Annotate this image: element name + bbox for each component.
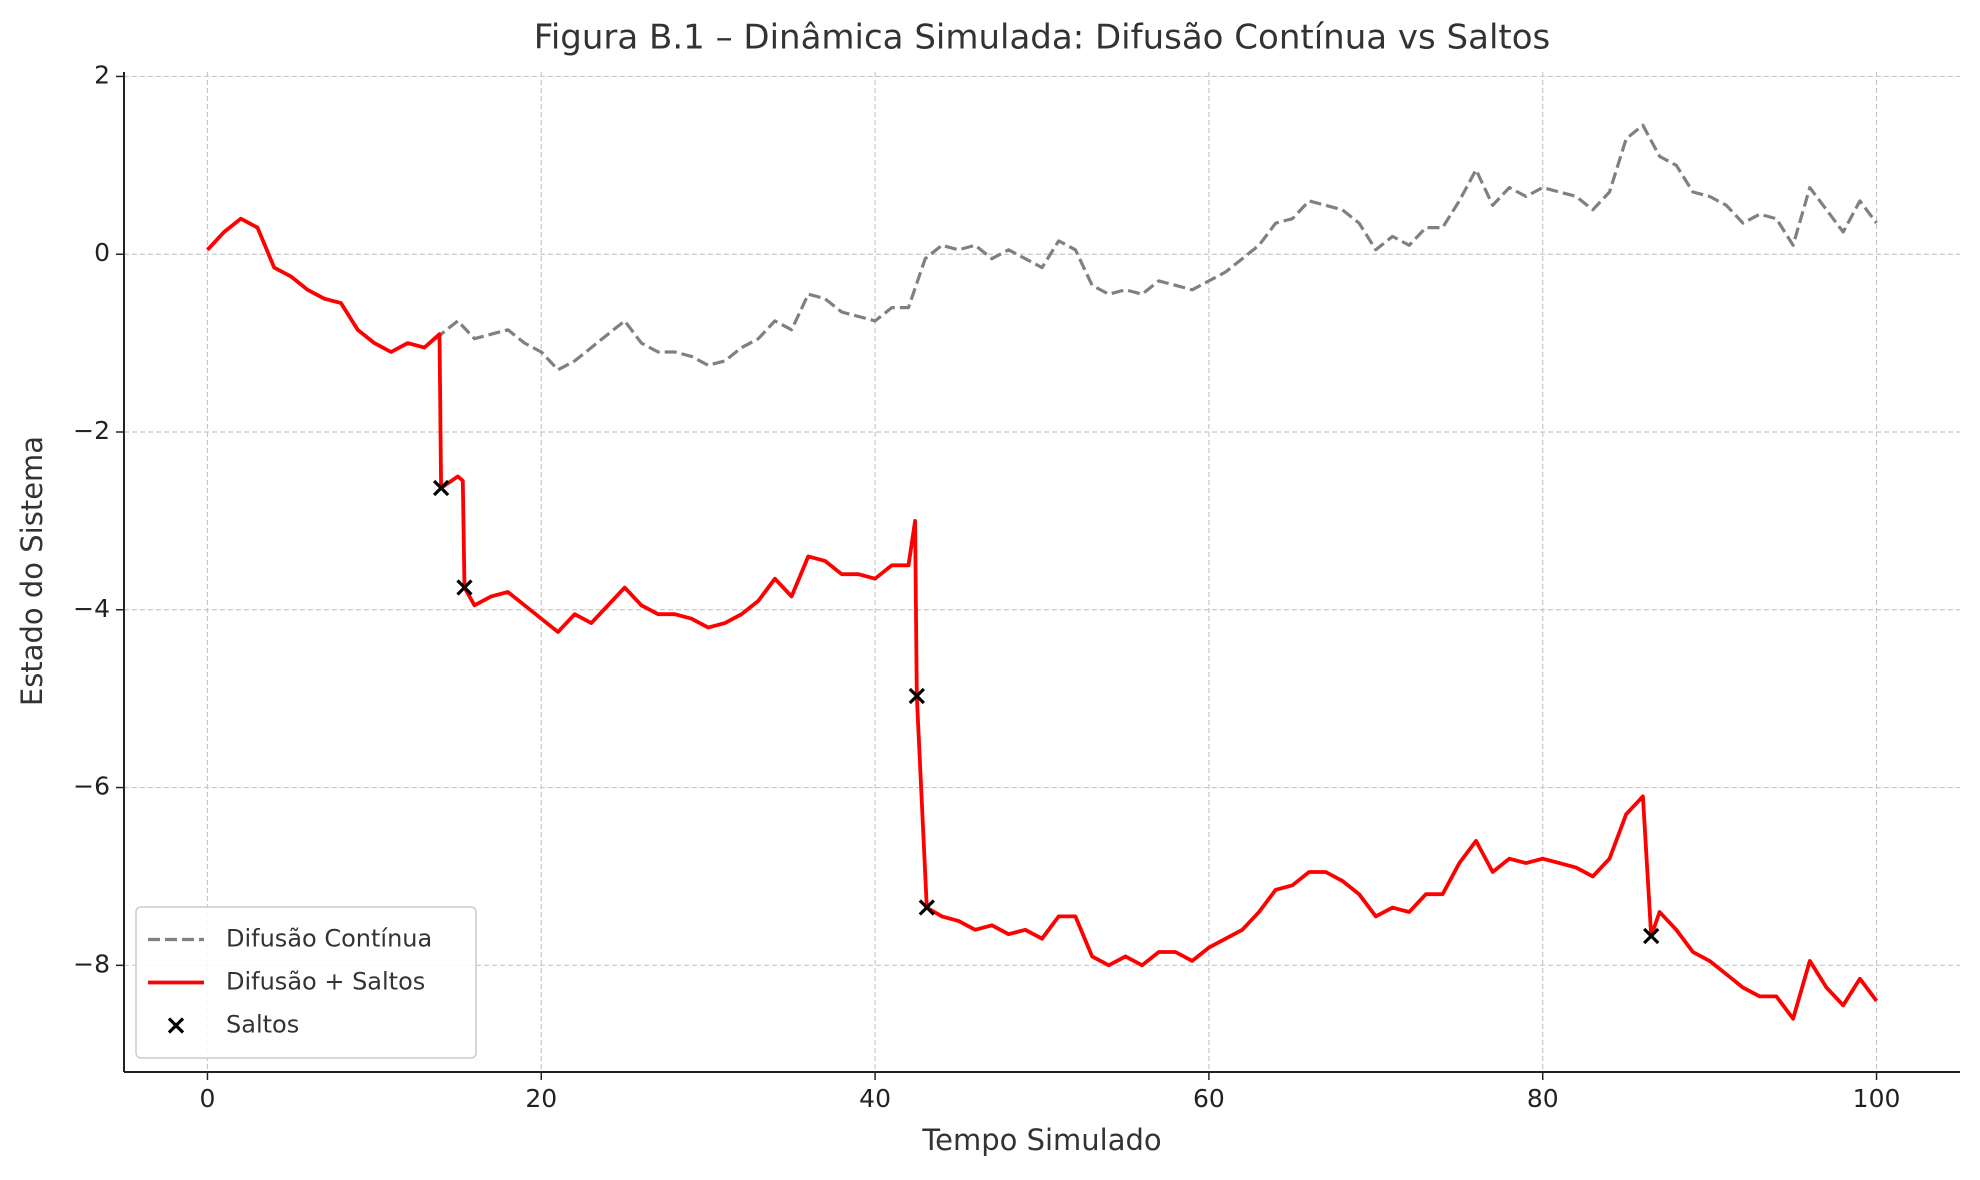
x-tick-label: 100 [1853,1084,1901,1113]
legend-label: Saltos [226,1011,299,1039]
y-tick-label: 2 [94,60,110,89]
x-tick-label: 60 [1193,1084,1225,1113]
legend-label: Difusão Contínua [226,925,432,953]
axes: 0 20 40 60 80 100 −8 −6 −4 −2 0 2 [73,60,1960,1113]
y-tick-label: 0 [94,238,110,267]
jump-marker [918,899,935,916]
y-axis-label: Estado do Sistema [15,436,49,706]
jump-marker [1643,927,1660,945]
series-line [206,123,1878,372]
x-tick-label: 40 [859,1084,891,1113]
jump-marker [908,687,925,705]
x-tick-label: 20 [525,1084,557,1113]
jump-marker [456,579,473,596]
x-tick-label: 0 [200,1084,216,1113]
jump-marker [432,479,450,497]
y-tick-label: −2 [73,416,110,445]
y-tick-label: −4 [73,594,110,623]
legend-marker [167,1017,185,1034]
x-axis-label: Tempo Simulado [921,1123,1161,1157]
chart-title: Figura B.1 – Dinâmica Simulada: Difusão … [534,18,1551,58]
legend-box [135,906,477,1059]
legend-label: Difusão + Saltos [226,968,425,996]
y-tick-label: −6 [73,772,110,801]
series-line [206,216,1879,1021]
x-tick-label: 80 [1527,1084,1559,1113]
y-tick-label: −8 [73,949,110,978]
plot-area [206,123,1879,1021]
legend: Difusão Contínua Difusão + Saltos Saltos [135,906,477,1059]
